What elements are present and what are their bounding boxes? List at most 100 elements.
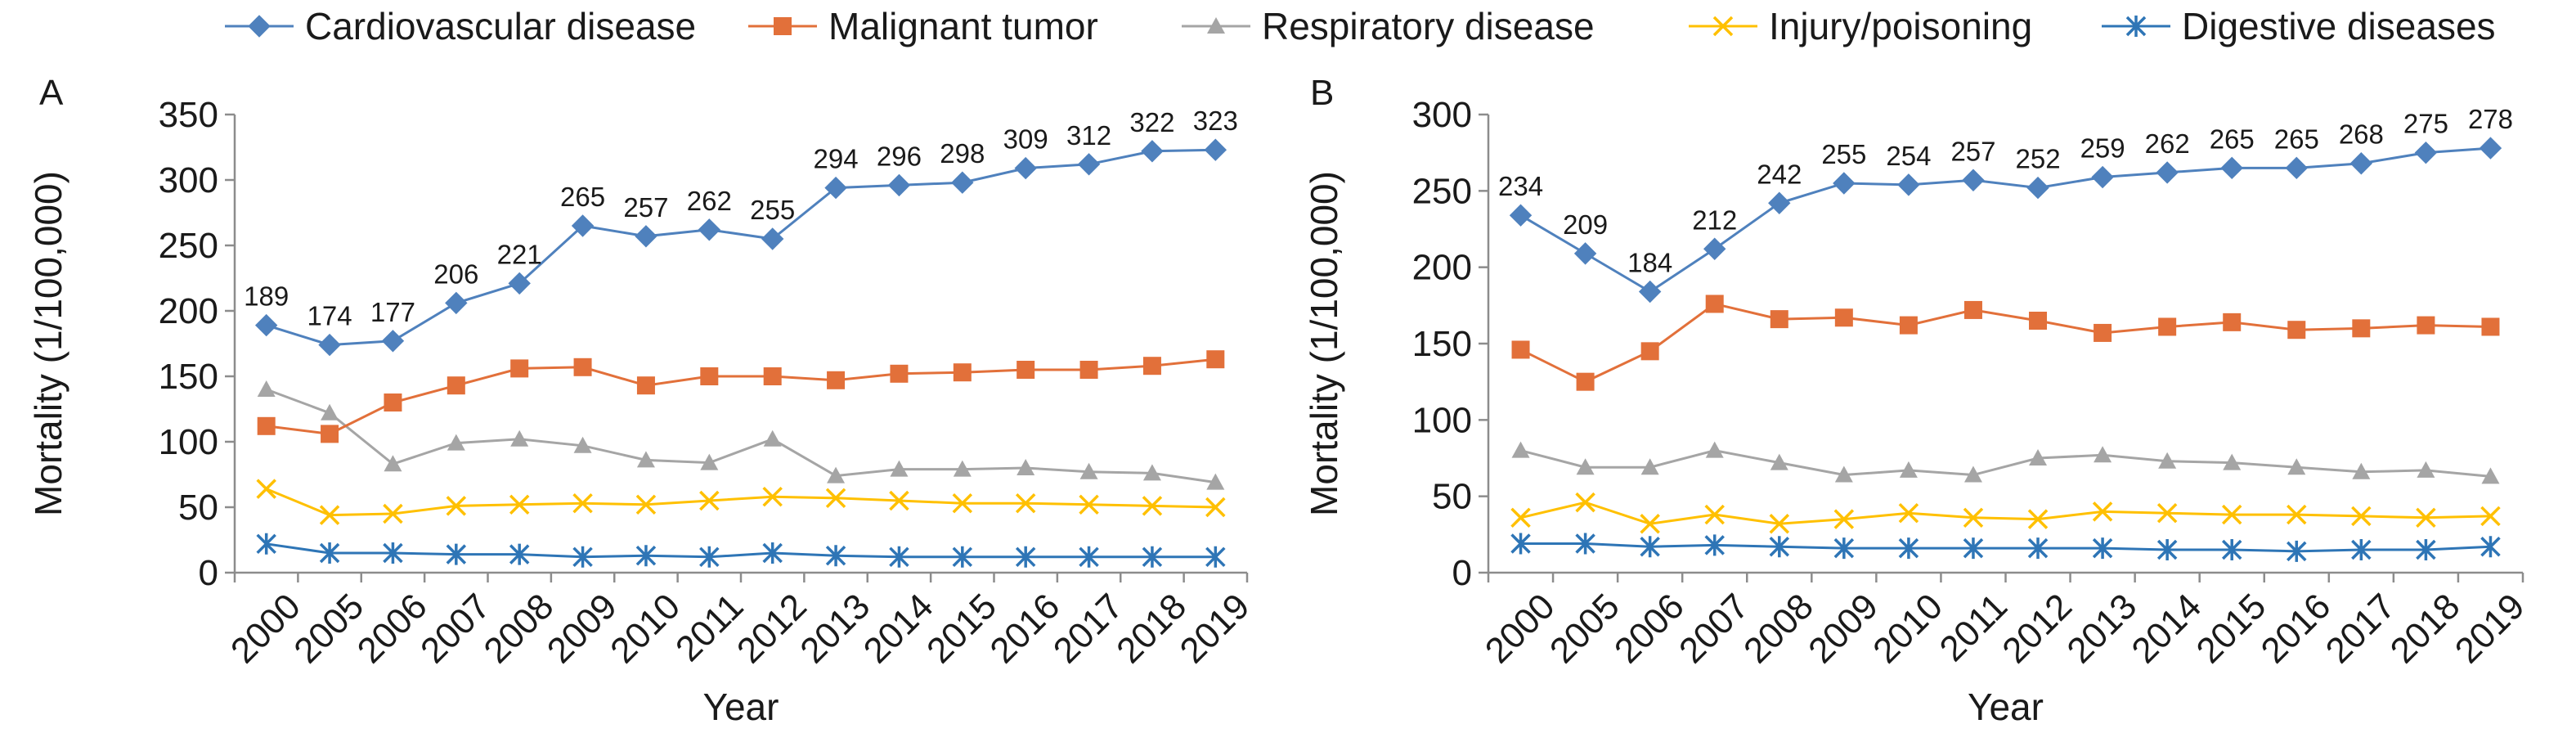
- data-point: [1834, 465, 1853, 483]
- data-point: [887, 173, 911, 197]
- data-point: [762, 486, 783, 507]
- data-label: 268: [2339, 119, 2384, 150]
- data-point: [2479, 137, 2502, 160]
- data-point: [1770, 310, 1788, 329]
- data-point: [509, 494, 530, 515]
- legend-item-digestive-diseases: Digestive diseases: [2102, 5, 2496, 47]
- panel-letter: A: [39, 73, 64, 113]
- data-label: 262: [687, 186, 732, 216]
- data-point: [2027, 537, 2049, 560]
- data-point: [1142, 357, 1161, 375]
- data-point: [1704, 534, 1725, 556]
- data-label: 252: [2016, 144, 2061, 174]
- y-tick-label: 0: [1452, 553, 1472, 593]
- legend-marker-square: [774, 17, 792, 35]
- data-point: [635, 545, 657, 567]
- x-tick-label: 2015: [2188, 586, 2273, 671]
- data-point: [446, 543, 467, 565]
- x-tick-label: 2012: [729, 586, 815, 671]
- data-point: [572, 492, 593, 514]
- data-point: [2349, 152, 2373, 175]
- x-tick-label: 2014: [2124, 586, 2209, 671]
- data-point: [2287, 540, 2307, 562]
- data-point: [1205, 497, 1226, 518]
- data-label: 212: [1692, 205, 1737, 235]
- data-point: [509, 543, 530, 565]
- y-tick-label: 150: [159, 357, 218, 397]
- data-point: [572, 546, 593, 568]
- data-point: [824, 176, 847, 200]
- data-label: 309: [1003, 124, 1048, 155]
- series-injury-poisoning: [256, 479, 1226, 525]
- data-point: [1576, 372, 1595, 391]
- x-tick-label: 2017: [2318, 586, 2403, 671]
- legend-item-respiratory-disease: Respiratory disease: [1182, 5, 1595, 47]
- x-tick-label: 2014: [856, 586, 941, 671]
- data-point: [1141, 140, 1164, 163]
- y-tick-label: 150: [1412, 324, 1472, 364]
- y-tick-label: 200: [1412, 248, 1472, 288]
- data-point: [1510, 507, 1531, 528]
- data-point: [1897, 173, 1920, 196]
- data-point: [1638, 280, 1662, 304]
- data-point: [2158, 317, 2177, 336]
- data-point: [510, 359, 529, 378]
- x-tick-label: 2019: [2448, 586, 2533, 671]
- y-tick-label: 100: [159, 422, 218, 462]
- series-respiratory-disease: [1511, 441, 2500, 484]
- data-point: [1079, 546, 1099, 568]
- x-tick-label: 2017: [1046, 586, 1131, 671]
- data-point: [508, 272, 531, 295]
- legend-marker-x: [1712, 16, 1734, 37]
- data-point: [2221, 504, 2242, 525]
- data-point: [2094, 446, 2112, 463]
- data-point: [1077, 153, 1101, 176]
- data-label: 298: [940, 138, 985, 169]
- data-point: [1703, 237, 1726, 260]
- series-respiratory-disease: [257, 380, 1225, 490]
- data-point: [2029, 312, 2048, 330]
- x-tick-label: 2011: [668, 586, 752, 669]
- data-point: [1963, 537, 1984, 560]
- x-tick-label: 2007: [1672, 586, 1757, 671]
- series-line: [266, 148, 1216, 347]
- data-point: [1016, 361, 1035, 379]
- data-point: [2156, 502, 2178, 524]
- series-malignant-tumor: [257, 350, 1225, 443]
- data-point: [1640, 458, 1659, 475]
- data-point: [384, 455, 402, 472]
- series-digestive-diseases: [256, 533, 1226, 568]
- y-axis-title: Mortality (1/100,000): [27, 171, 70, 516]
- data-label: 257: [623, 192, 668, 223]
- data-label: 234: [1498, 171, 1543, 201]
- data-point: [1014, 156, 1037, 180]
- data-label: 184: [1627, 248, 1672, 278]
- data-point: [1962, 169, 1985, 191]
- data-point: [1769, 514, 1790, 534]
- data-point: [445, 291, 468, 315]
- data-point: [256, 479, 276, 499]
- data-point: [762, 542, 783, 564]
- series-injury-poisoning: [1510, 492, 2501, 534]
- data-point: [2287, 504, 2307, 525]
- data-point: [1573, 242, 1597, 265]
- x-tick-label: 2010: [603, 586, 688, 671]
- data-point: [1510, 533, 1531, 555]
- data-point: [635, 225, 657, 248]
- data-point: [573, 358, 592, 376]
- data-point: [381, 330, 405, 353]
- data-point: [1705, 441, 1724, 458]
- data-point: [1770, 453, 1788, 470]
- x-tick-label: 2010: [1865, 586, 1950, 671]
- data-point: [1079, 361, 1098, 379]
- series-line: [266, 488, 1216, 517]
- data-point: [827, 371, 846, 389]
- data-point: [1769, 536, 1790, 558]
- x-tick-label: 2018: [2383, 586, 2468, 671]
- data-point: [1768, 191, 1791, 214]
- legend-label: Cardiovascular disease: [305, 5, 696, 47]
- data-point: [571, 214, 595, 237]
- data-label: 259: [2080, 133, 2125, 164]
- x-tick-label: 2012: [1995, 586, 2080, 671]
